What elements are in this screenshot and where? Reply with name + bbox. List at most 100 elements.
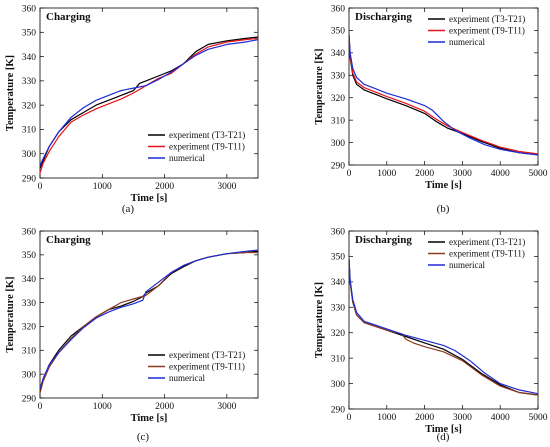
x-tick-label: 1000: [93, 182, 112, 192]
panel-caption: (b): [437, 203, 450, 215]
y-tick-label: 310: [22, 126, 37, 136]
x-tick-label: 2000: [155, 402, 174, 412]
legend-label: experiment (T9-T11): [449, 249, 525, 259]
x-axis-label: Time [s]: [425, 180, 462, 191]
series-line-3: [349, 34, 538, 156]
x-tick-label: 0: [347, 413, 352, 423]
series-line-3: [40, 39, 258, 167]
chart-panel-2: 290 300 310 320 330 340 350 360 0 1000 2000 3000 400…: [314, 4, 548, 215]
y-tick-label: 290: [331, 405, 346, 415]
y-tick-label: 330: [331, 72, 346, 82]
plot-frame: [348, 230, 539, 410]
series-line-2: [349, 258, 538, 396]
y-tick-label: 350: [331, 253, 346, 263]
y-tick-label: 300: [331, 139, 346, 149]
x-tick-label: 0: [38, 182, 43, 192]
legend-label: experiment (T9-T11): [449, 26, 525, 36]
y-tick-label: 310: [22, 347, 37, 357]
series-line-2: [349, 32, 538, 155]
legend: experiment (T3-T21) experiment (T9-T11)nu…: [148, 130, 245, 163]
y-axis-label: Temperature [K]: [5, 55, 16, 131]
x-tick-label: 3000: [453, 169, 472, 179]
x-tick-label: 4000: [491, 413, 510, 423]
y-tick-label: 300: [22, 370, 37, 380]
legend-label: numerical: [169, 153, 205, 163]
panel-caption: (d): [437, 431, 450, 443]
legend-label: experiment (T3-T21): [449, 237, 525, 247]
plot-frame: [39, 230, 259, 399]
series-line-2: [40, 37, 258, 174]
y-tick-label: 340: [331, 278, 346, 288]
legend-label: numerical: [169, 373, 205, 383]
chart-panel-4: 290 300 310 320 330 340 350 360 0 1000 2000 3000 400…: [314, 227, 548, 443]
y-tick-label: 320: [22, 323, 37, 333]
plot-frame: [348, 7, 539, 166]
series-line-3: [349, 258, 538, 395]
legend-label: experiment (T9-T11): [169, 362, 245, 372]
y-tick-label: 330: [331, 304, 346, 314]
y-tick-label: 340: [22, 275, 37, 285]
y-tick-label: 320: [331, 94, 346, 104]
x-tick-label: 3000: [453, 413, 472, 423]
legend-label: numerical: [449, 260, 485, 270]
x-axis-label: Time [s]: [131, 193, 168, 204]
legend-label: experiment (T3-T21): [169, 130, 245, 140]
y-tick-label: 340: [22, 53, 37, 63]
y-tick-label: 290: [331, 161, 346, 171]
chart-title: Charging: [46, 11, 91, 23]
chart-panel-3: 290 300 310 320 330 340 350 360 0 1000 2000 3000 Tim…: [5, 227, 259, 443]
y-tick-label: 290: [22, 174, 37, 184]
legend-label: numerical: [449, 37, 485, 47]
y-tick-label: 360: [22, 4, 37, 14]
y-tick-label: 340: [331, 49, 346, 59]
y-tick-label: 300: [331, 380, 346, 390]
y-tick-label: 360: [331, 4, 346, 14]
series-line-1: [349, 34, 538, 156]
x-tick-label: 5000: [529, 413, 548, 423]
series-line-2: [40, 251, 258, 394]
x-axis-label: Time [s]: [425, 424, 462, 435]
y-tick-label: 320: [22, 101, 37, 111]
y-axis-label: Temperature [K]: [314, 282, 325, 358]
y-tick-label: 350: [22, 29, 37, 39]
series-line-3: [40, 249, 258, 389]
y-axis-label: Temperature [K]: [314, 48, 325, 124]
y-tick-label: 310: [331, 116, 346, 126]
x-tick-label: 2000: [415, 169, 434, 179]
x-tick-label: 1000: [377, 169, 396, 179]
legend: experiment (T3-T21) experiment (T9-T11)nu…: [428, 237, 525, 270]
y-tick-label: 300: [22, 150, 37, 160]
y-tick-label: 330: [22, 299, 37, 309]
y-tick-label: 310: [331, 354, 346, 364]
x-tick-label: 2000: [415, 413, 434, 423]
chart-title: Charging: [46, 234, 91, 246]
x-axis-label: Time [s]: [131, 413, 168, 424]
x-tick-label: 3000: [217, 182, 236, 192]
x-tick-label: 4000: [491, 169, 510, 179]
x-tick-label: 0: [38, 402, 43, 412]
x-tick-label: 3000: [217, 402, 236, 412]
x-tick-label: 1000: [377, 413, 396, 423]
y-tick-label: 320: [331, 329, 346, 339]
legend-label: experiment (T3-T21): [449, 14, 525, 24]
legend-label: experiment (T3-T21): [169, 350, 245, 360]
x-tick-label: 0: [347, 169, 352, 179]
x-tick-label: 2000: [155, 182, 174, 192]
x-tick-label: 1000: [93, 402, 112, 412]
y-tick-label: 350: [22, 251, 37, 261]
x-tick-label: 5000: [529, 169, 548, 179]
legend: experiment (T3-T21) experiment (T9-T11)nu…: [428, 14, 525, 47]
legend-label: experiment (T9-T11): [169, 142, 245, 152]
chart-panel-1: 290 300 310 320 330 340 350 360 0 1000 2000 3000 Tim…: [5, 4, 259, 215]
chart-title: Discharging: [355, 234, 412, 246]
y-tick-label: 330: [22, 77, 37, 87]
legend: experiment (T3-T21) experiment (T9-T11)nu…: [148, 350, 245, 383]
y-tick-label: 360: [22, 227, 37, 237]
panel-caption: (a): [122, 203, 135, 215]
plot-frame: [39, 7, 259, 179]
chart-title: Discharging: [355, 11, 412, 23]
y-tick-label: 350: [331, 27, 346, 37]
y-tick-label: 360: [331, 227, 346, 237]
y-tick-label: 290: [22, 394, 37, 404]
